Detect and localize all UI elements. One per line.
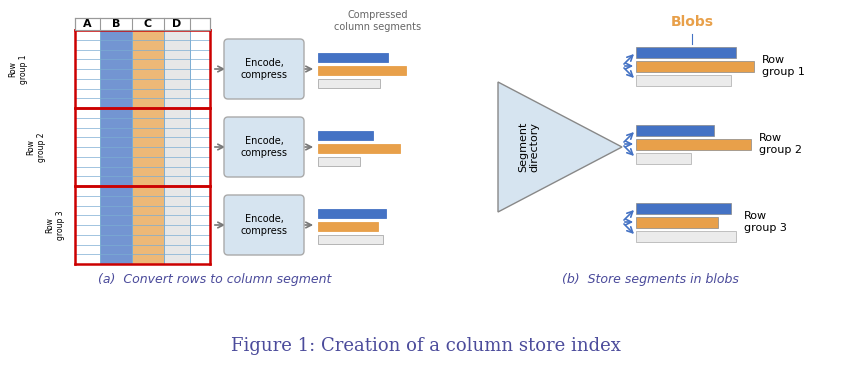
Bar (318, 131, 372, 139)
Bar (318, 157, 360, 165)
Bar (636, 75, 730, 86)
Bar (100, 108, 132, 186)
Bar (75, 18, 210, 30)
Bar (132, 186, 164, 264)
Bar (100, 186, 132, 264)
Bar (636, 60, 753, 71)
Text: Segment
directory: Segment directory (518, 122, 539, 172)
Bar (164, 186, 190, 264)
Text: Compressed
column segments: Compressed column segments (334, 10, 421, 31)
Bar (164, 30, 190, 108)
Bar (164, 108, 190, 186)
Text: Encode,
compress: Encode, compress (240, 214, 287, 236)
Text: Row
group 1: Row group 1 (761, 55, 804, 77)
Polygon shape (498, 82, 621, 212)
Bar (318, 221, 377, 231)
Text: Row
group 2: Row group 2 (758, 133, 801, 155)
Text: Encode,
compress: Encode, compress (240, 136, 287, 158)
Bar (318, 143, 400, 153)
FancyBboxPatch shape (224, 39, 303, 99)
Text: Encode,
compress: Encode, compress (240, 58, 287, 80)
Bar (636, 46, 735, 57)
Text: B: B (112, 19, 120, 29)
Bar (318, 78, 379, 87)
Text: (b)  Store segments in blobs: (b) Store segments in blobs (561, 273, 738, 287)
Bar (318, 209, 386, 217)
Text: Figure 1: Creation of a column store index: Figure 1: Creation of a column store ind… (231, 337, 620, 355)
Bar (132, 30, 164, 108)
Bar (318, 235, 383, 243)
FancyBboxPatch shape (224, 117, 303, 177)
Text: Row
group 3: Row group 3 (743, 211, 786, 233)
Text: A: A (83, 19, 92, 29)
Bar (636, 138, 750, 149)
Bar (636, 217, 717, 228)
Text: D: D (172, 19, 181, 29)
Bar (132, 108, 164, 186)
Text: Blobs: Blobs (670, 15, 712, 29)
Bar (636, 153, 690, 164)
Text: C: C (144, 19, 152, 29)
Text: (a)  Convert rows to column segment: (a) Convert rows to column segment (98, 273, 331, 287)
Text: Row
group 1: Row group 1 (9, 54, 27, 84)
Bar (100, 30, 132, 108)
Bar (636, 202, 730, 213)
Bar (636, 231, 735, 242)
Text: Row
group 3: Row group 3 (45, 210, 65, 240)
Bar (318, 52, 388, 61)
Text: Row
group 2: Row group 2 (26, 132, 46, 162)
Bar (636, 124, 713, 135)
Bar (318, 66, 406, 75)
FancyBboxPatch shape (224, 195, 303, 255)
